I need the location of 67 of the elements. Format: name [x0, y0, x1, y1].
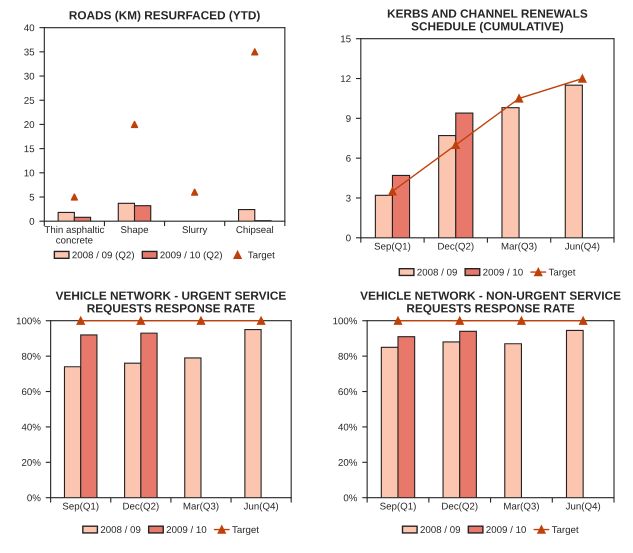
- x-tick-label: Mar(Q3): [502, 242, 537, 252]
- legend-label: 2008 / 09: [420, 526, 460, 534]
- y-tick-label: 20: [24, 121, 34, 128]
- point: [70, 193, 78, 201]
- x-tick-label: Thin asphaltic concrete: [44, 226, 104, 244]
- point: [578, 74, 587, 83]
- legend-label: Target: [248, 252, 275, 260]
- legend-label: 2008 / 09 (Q2): [72, 251, 134, 260]
- y-tick-label: 10: [24, 170, 34, 176]
- x-tick-label: Dec(Q2): [438, 242, 474, 252]
- y-tick-label: 5: [30, 194, 34, 201]
- x-tick-label: Sep(Q1): [374, 242, 410, 252]
- x-tick-label: Mar(Q3): [184, 502, 218, 512]
- y-tick-label: 40%: [338, 424, 358, 431]
- y-tick-label: 9: [346, 115, 351, 122]
- y-tick-label: 0%: [344, 494, 358, 502]
- legend-label: 2009 / 10 (Q2): [160, 251, 222, 260]
- y-tick-label: 6: [346, 154, 351, 162]
- legend-label: Target: [552, 526, 579, 535]
- x-tick-label: Sep(Q1): [62, 502, 98, 512]
- y-tick-label: 80%: [22, 352, 41, 360]
- x-tick-label: Dec(Q2): [123, 502, 159, 512]
- x-tick-label: Sep(Q1): [380, 502, 416, 512]
- x-tick-label: Shape: [120, 226, 148, 235]
- point: [452, 140, 460, 150]
- y-tick-label: 80%: [338, 352, 358, 360]
- point: [388, 187, 397, 196]
- legend-label: 2009 / 10: [483, 268, 523, 276]
- y-tick-label: 0: [346, 234, 351, 242]
- y-tick-label: 25: [24, 96, 34, 104]
- point: [130, 120, 138, 128]
- x-tick-label: Chipseal: [236, 226, 274, 235]
- y-tick-label: 100%: [333, 317, 358, 324]
- point: [191, 188, 198, 196]
- y-tick-label: 40%: [22, 424, 41, 431]
- legend-label: 2008 / 09: [100, 526, 140, 534]
- legend-label: 2008 / 09: [417, 268, 457, 276]
- x-tick-label: Slurry: [182, 226, 208, 235]
- chart-title: KERBS AND CHANNEL RENEWALS SCHEDULE (CUMULATIVE): [388, 9, 588, 33]
- y-tick-label: 15: [341, 36, 351, 42]
- y-tick-label: 0%: [27, 494, 41, 502]
- x-tick-label: Jun(Q4): [566, 502, 600, 512]
- y-tick-label: 60%: [338, 388, 358, 396]
- legend-label: 2009 / 10: [166, 526, 206, 534]
- y-tick-label: 35: [24, 48, 34, 56]
- legend-label: 2009 / 10: [486, 526, 526, 534]
- y-tick-label: 30: [24, 72, 34, 80]
- y-tick-label: 60%: [22, 388, 41, 396]
- y-tick-label: 20%: [338, 459, 358, 466]
- x-tick-label: Jun(Q4): [244, 502, 278, 512]
- chart-title: ROADS (KM) RESURFACED (YTD): [70, 10, 260, 22]
- legend-label: Target: [548, 268, 576, 278]
- point: [251, 48, 258, 56]
- y-tick-label: 0: [30, 218, 34, 225]
- x-tick-label: Jun(Q4): [564, 242, 600, 252]
- y-tick-label: 20%: [22, 459, 41, 466]
- legend-label: Target: [232, 526, 259, 535]
- x-tick-label: Mar(Q3): [504, 502, 539, 512]
- point: [514, 94, 524, 103]
- y-tick-label: 12: [341, 75, 351, 82]
- y-tick-label: 3: [346, 194, 351, 202]
- x-tick-label: Dec(Q2): [442, 502, 478, 512]
- y-tick-label: 15: [24, 145, 34, 152]
- y-tick-label: 40: [24, 24, 34, 32]
- chart-title: VEHICLE NETWORK - NON-URGENT SERVICE REQUESTS RESPONSE RATE: [360, 291, 621, 315]
- y-tick-label: 100%: [16, 317, 41, 324]
- chart-title: VEHICLE NETWORK - URGENT SERVICE REQUESTS RESPONSE RATE: [56, 291, 286, 315]
